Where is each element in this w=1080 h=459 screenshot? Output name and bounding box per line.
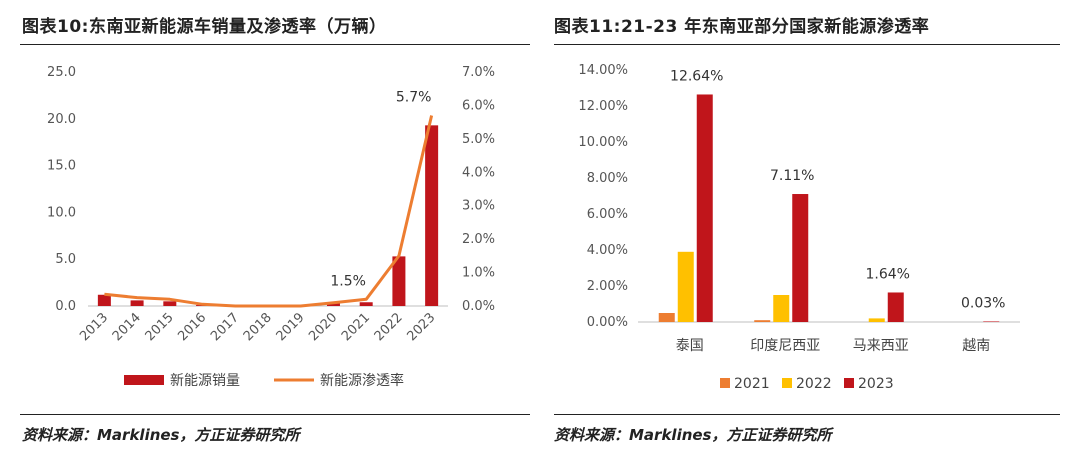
bar — [696, 94, 713, 322]
y-right-tick-label: 2.0% — [462, 232, 495, 247]
x-tick-label: 2021 — [339, 310, 373, 344]
y-right-tick-label: 5.0% — [462, 132, 495, 147]
right-panel: 图表11:21-23 年东南亚部分国家新能源渗透率 0.00% 2.00% 4.00… — [548, 0, 1080, 459]
bar — [677, 251, 694, 322]
bar — [359, 302, 373, 306]
bar — [868, 318, 885, 322]
bar — [773, 295, 790, 322]
y-tick-label: 6.00% — [587, 207, 628, 222]
y-right-tick-label: 4.0% — [462, 165, 495, 180]
source-note: 资料来源：Marklines，方正证券研究所 — [554, 426, 832, 444]
legend-swatch-sales — [124, 375, 164, 385]
legend-label: 2023 — [858, 376, 894, 392]
x-tick-label: 2023 — [404, 310, 438, 344]
y-left-tick-label: 25.0 — [47, 65, 76, 80]
chart-title: 图表10:东南亚新能源车销量及渗透率（万辆） — [22, 17, 387, 37]
bar — [163, 301, 177, 306]
y-left-tick-label: 20.0 — [47, 112, 76, 127]
x-tick-label: 2018 — [241, 310, 275, 344]
y-right-tick-label: 1.0% — [462, 266, 495, 281]
x-tick-label: 2022 — [372, 310, 406, 344]
x-tick-label: 2020 — [306, 310, 340, 344]
data-label: 5.7% — [396, 89, 432, 105]
data-label: 0.03% — [961, 295, 1005, 311]
x-tick-label: 2019 — [274, 310, 308, 344]
bar — [97, 294, 111, 306]
x-tick-label: 2016 — [175, 310, 209, 344]
y-left-tick-label: 5.0 — [55, 252, 76, 267]
x-tick-label: 印度尼西亚 — [750, 338, 820, 354]
y-tick-label: 0.00% — [587, 315, 628, 330]
x-tick-label: 2014 — [110, 310, 144, 344]
data-label: 1.64% — [866, 266, 910, 282]
bar — [392, 256, 406, 306]
y-tick-label: 2.00% — [587, 279, 628, 294]
bar — [326, 303, 340, 306]
y-right-tick-label: 3.0% — [462, 199, 495, 214]
data-label: 12.64% — [670, 68, 723, 84]
legend-swatch — [720, 378, 730, 388]
bar — [425, 125, 439, 307]
legend-label: 新能源销量 — [170, 373, 240, 389]
y-left-tick-label: 10.0 — [47, 205, 76, 220]
bar — [792, 194, 809, 322]
data-label: 1.5% — [330, 273, 366, 289]
source-rule — [20, 414, 530, 415]
x-tick-label: 越南 — [962, 338, 990, 354]
y-tick-label: 14.00% — [578, 63, 628, 78]
left-panel: 图表10:东南亚新能源车销量及渗透率（万辆） 0.0 5.0 10.0 15.0 20.… — [0, 0, 530, 459]
legend-label: 2021 — [734, 376, 770, 392]
y-left-tick-label: 0.0 — [55, 299, 76, 314]
data-label: 7.11% — [770, 168, 814, 184]
y-right-tick-label: 0.0% — [462, 299, 495, 314]
y-right-tick-label: 7.0% — [462, 65, 495, 80]
source-note: 资料来源：Marklines，方正证券研究所 — [22, 426, 300, 444]
y-left-tick-label: 15.0 — [47, 159, 76, 174]
y-tick-label: 4.00% — [587, 243, 628, 258]
title-rule — [20, 44, 530, 45]
legend-swatch — [782, 378, 792, 388]
bar — [887, 292, 904, 322]
y-right-tick-label: 6.0% — [462, 98, 495, 113]
bar — [130, 300, 144, 306]
legend-label: 2022 — [796, 376, 832, 392]
legend-swatch — [844, 378, 854, 388]
legend-label: 新能源渗透率 — [320, 372, 404, 389]
y-tick-label: 12.00% — [578, 99, 628, 114]
source-rule — [554, 414, 1060, 415]
y-tick-label: 10.00% — [578, 135, 628, 150]
country-penetration-chart: 0.00% 2.00% 4.00% 6.00% 8.00% 10.00% 12.00% 14.… — [578, 63, 1020, 392]
x-tick-label: 2017 — [208, 310, 242, 344]
sales-penetration-chart: 0.0 5.0 10.0 15.0 20.0 25.0 0.0% 1.0% 2.0% 3.0% 4.… — [47, 65, 495, 389]
penetration-line — [104, 115, 434, 308]
title-rule — [554, 44, 1060, 45]
chart-title: 图表11:21-23 年东南亚部分国家新能源渗透率 — [554, 17, 930, 37]
bar — [754, 320, 771, 322]
y-tick-label: 8.00% — [587, 171, 628, 186]
x-tick-label: 泰国 — [676, 338, 704, 354]
bar — [983, 321, 1000, 322]
x-tick-label: 2013 — [77, 310, 111, 344]
bar — [658, 313, 675, 322]
x-tick-label: 2015 — [143, 310, 177, 344]
x-tick-label: 马来西亚 — [853, 338, 909, 354]
